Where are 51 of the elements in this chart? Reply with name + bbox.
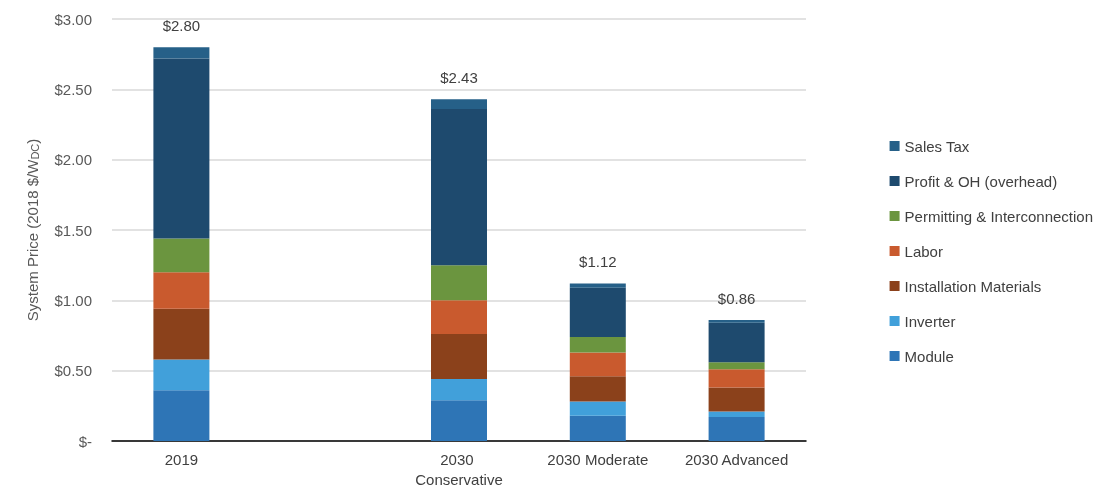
legend-label: Profit & OH (overhead) (904, 172, 1058, 190)
bar (431, 109, 487, 266)
y-axis-title: System Price (2018 $/WDC) (24, 138, 41, 322)
total-label: $2.43 (440, 69, 478, 87)
bar (708, 417, 765, 441)
x-tick-label: 2030 Advanced (684, 450, 789, 468)
bar (431, 99, 487, 110)
bar (708, 322, 765, 363)
total-label: $0.86 (717, 290, 756, 308)
bar (708, 320, 765, 323)
bar (569, 415, 626, 441)
bar (431, 379, 487, 401)
y-tick-label: $2.50 (54, 80, 92, 98)
bar (431, 400, 487, 441)
bar (153, 58, 210, 239)
y-tick-label: $0.50 (54, 362, 92, 380)
legend-label: Installation Materials (904, 277, 1042, 295)
bar (153, 47, 210, 59)
bar (569, 336, 626, 353)
bar (153, 272, 210, 309)
bar (708, 411, 765, 418)
total-label: $1.12 (579, 253, 617, 271)
bar (708, 369, 765, 388)
bar (569, 376, 626, 402)
y-tick-label: $1.00 (54, 291, 92, 309)
y-tick-label: $1.50 (54, 221, 92, 239)
total-label: $2.80 (162, 17, 201, 35)
legend-label: Inverter (904, 312, 956, 330)
y-tick-label: $3.00 (54, 10, 92, 28)
x-tick-label: 2019 (164, 450, 199, 468)
bar (153, 359, 210, 391)
legend-label: Permitting & Interconnection (904, 207, 1094, 225)
bar (569, 287, 626, 337)
y-tick-label: $- (78, 432, 92, 450)
bar (569, 352, 626, 377)
legend-label: Sales Tax (904, 137, 970, 155)
bar (153, 308, 210, 360)
bar (153, 390, 210, 441)
bar (153, 238, 210, 273)
bar (708, 362, 765, 370)
y-tick-label: $2.00 (54, 151, 92, 169)
bar (431, 265, 487, 301)
x-tick-label: 2030 Conservative (415, 450, 503, 488)
bar (431, 300, 487, 335)
legend-label: Module (904, 347, 954, 365)
bar (569, 401, 626, 416)
bar (569, 283, 626, 288)
bar (431, 334, 487, 380)
legend-label: Labor (904, 242, 943, 260)
bar (708, 387, 765, 412)
x-tick-label: 2030 Moderate (547, 450, 649, 468)
